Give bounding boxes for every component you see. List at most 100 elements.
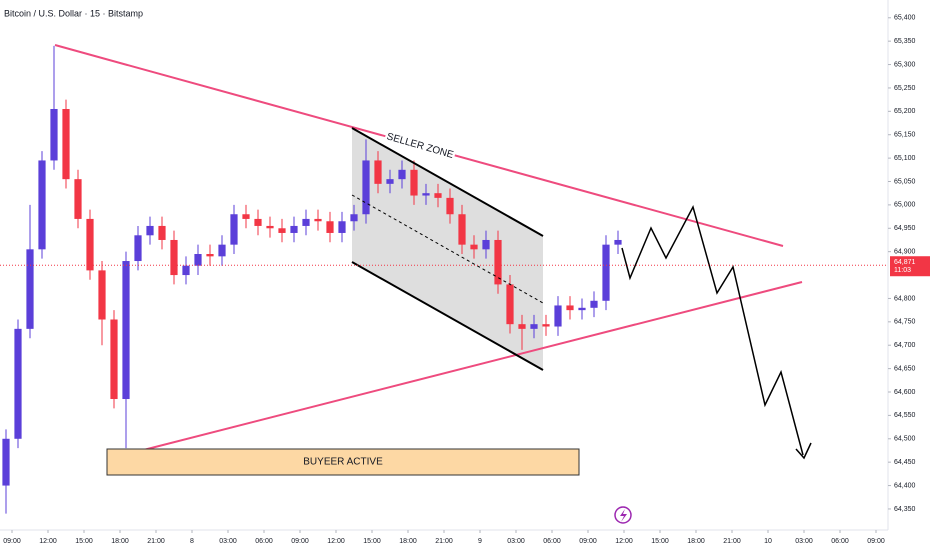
candle-body <box>614 239 622 245</box>
x-tick-label: 21:00 <box>435 538 453 545</box>
candle-body <box>74 179 82 219</box>
last-price-label: 64,871 <box>894 259 916 266</box>
candle-body <box>98 270 106 320</box>
y-tick-label: 65,300 <box>894 61 916 68</box>
x-tick-label: 06:00 <box>255 538 273 545</box>
candle-body <box>2 438 10 486</box>
x-tick-label: 09:00 <box>3 538 21 545</box>
candle-body <box>338 221 346 233</box>
candle-body <box>494 239 502 285</box>
candle-body <box>266 225 274 229</box>
y-tick-label: 64,650 <box>894 365 916 372</box>
x-tick-label: 15:00 <box>363 538 381 545</box>
x-tick-label: 06:00 <box>543 538 561 545</box>
candle-body <box>242 214 250 219</box>
y-tick-label: 65,400 <box>894 15 916 22</box>
projection-path <box>621 204 804 456</box>
y-tick-label: 65,100 <box>894 155 916 162</box>
candle-body <box>422 193 430 196</box>
candle-body <box>146 225 154 236</box>
x-tick-label: 15:00 <box>75 538 93 545</box>
event-icon[interactable] <box>614 506 632 524</box>
x-tick-label: 9 <box>478 538 482 545</box>
candle-body <box>158 225 166 240</box>
y-tick-label: 64,450 <box>894 459 916 466</box>
candle-body <box>230 214 238 245</box>
event-icon-bolt <box>620 509 627 522</box>
candle-body <box>134 235 142 262</box>
x-tick-label: 03:00 <box>219 538 237 545</box>
x-tick-label: 18:00 <box>687 538 705 545</box>
candle-body <box>410 169 418 196</box>
candle-body <box>386 179 394 184</box>
candle-body <box>170 239 178 276</box>
projection-arrowhead <box>795 442 812 460</box>
x-tick-label: 18:00 <box>111 538 129 545</box>
channel-top <box>351 127 544 237</box>
x-tick-label: 21:00 <box>723 538 741 545</box>
y-tick-label: 65,000 <box>894 202 916 209</box>
candle-body <box>254 218 262 226</box>
candle-body <box>302 218 310 226</box>
candle-body <box>554 305 562 327</box>
x-tick-label: 12:00 <box>615 538 633 545</box>
candle-body <box>470 244 478 250</box>
candle-body <box>530 324 538 329</box>
y-tick-label: 64,500 <box>894 436 916 443</box>
candle-body <box>398 169 406 180</box>
candle-body <box>122 261 130 400</box>
candle-body <box>590 300 598 308</box>
y-tick-label: 65,250 <box>894 85 916 92</box>
x-tick-label: 15:00 <box>651 538 669 545</box>
x-tick-label: 09:00 <box>867 538 885 545</box>
candle-body <box>434 193 442 198</box>
x-tick-label: 09:00 <box>291 538 309 545</box>
y-tick-label: 65,050 <box>894 178 916 185</box>
lower-trendline <box>111 281 803 459</box>
x-tick-label: 12:00 <box>39 538 57 545</box>
candle-body <box>566 305 574 311</box>
candle-body <box>182 265 190 276</box>
candle-body <box>14 328 22 439</box>
candle-body <box>326 221 334 233</box>
candle-body <box>506 284 514 325</box>
y-tick-label: 64,700 <box>894 342 916 349</box>
seller-label-bg <box>383 129 457 163</box>
channel-bottom <box>351 261 544 371</box>
candle-body <box>446 197 454 215</box>
x-tick-label: 03:00 <box>507 538 525 545</box>
candle-body <box>26 249 34 329</box>
y-tick-label: 65,200 <box>894 108 916 115</box>
candle-body <box>314 218 322 222</box>
candle-body <box>62 108 70 180</box>
channel-mid <box>351 194 544 304</box>
y-tick-label: 65,150 <box>894 132 916 139</box>
buyer-box <box>106 448 580 476</box>
x-tick-label: 10 <box>764 538 772 545</box>
y-tick-label: 64,600 <box>894 389 916 396</box>
y-tick-label: 64,900 <box>894 249 916 256</box>
candle-body <box>578 307 586 311</box>
candle-body <box>374 160 382 184</box>
candle-body <box>542 324 550 327</box>
y-tick-label: 64,950 <box>894 225 916 232</box>
x-tick-label: 8 <box>190 538 194 545</box>
x-tick-label: 03:00 <box>795 538 813 545</box>
candle-body <box>50 108 58 161</box>
last-price-box <box>890 256 930 277</box>
candle-body <box>518 324 526 329</box>
candle-body <box>194 254 202 266</box>
x-tick-label: 09:00 <box>579 538 597 545</box>
candle-body <box>110 319 118 400</box>
y-tick-label: 64,750 <box>894 319 916 326</box>
plot <box>2 45 622 514</box>
candle-body <box>218 244 226 257</box>
x-tick-label: 18:00 <box>399 538 417 545</box>
y-tick-label: 64,550 <box>894 412 916 419</box>
drawings: BUYEER ACTIVE SELLER ZONE <box>54 44 812 524</box>
x-tick-label: 06:00 <box>831 538 849 545</box>
y-tick-label: 64,350 <box>894 506 916 513</box>
candle-body <box>278 228 286 233</box>
y-tick-label: 64,400 <box>894 482 916 489</box>
